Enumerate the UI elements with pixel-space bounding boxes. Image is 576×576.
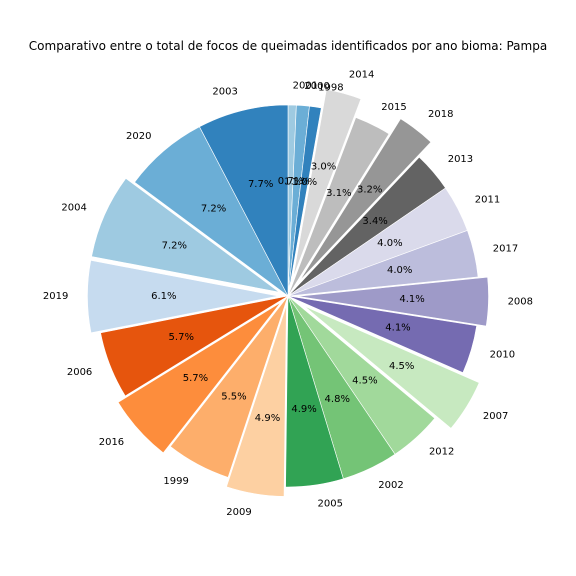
category-label-2019: 2019 — [43, 291, 68, 302]
category-label-2007: 2007 — [483, 411, 508, 422]
category-label-2016: 2016 — [99, 437, 124, 448]
percent-label-2008: 4.1% — [399, 294, 424, 305]
category-label-2012: 2012 — [429, 446, 454, 457]
percent-label-2002: 4.8% — [325, 394, 350, 405]
category-label-2002: 2002 — [378, 480, 403, 491]
percent-label-2018: 3.2% — [357, 185, 382, 196]
category-label-2017: 2017 — [493, 244, 518, 255]
percent-label-2016: 5.7% — [183, 373, 208, 384]
percent-label-2017: 4.0% — [387, 265, 412, 276]
category-label-2014: 2014 — [349, 70, 374, 81]
percent-label-2019: 6.1% — [151, 291, 176, 302]
category-label-1999: 1999 — [163, 476, 188, 487]
category-label-2010: 2010 — [490, 350, 515, 361]
percent-label-2006: 5.7% — [169, 332, 194, 343]
percent-label-2014: 3.0% — [311, 162, 336, 173]
category-label-2003: 2003 — [212, 86, 237, 97]
category-label-2013: 2013 — [448, 154, 473, 165]
percent-label-2011: 4.0% — [377, 238, 402, 249]
percent-label-2020: 7.2% — [201, 203, 226, 214]
percent-label-2013: 3.4% — [362, 216, 387, 227]
category-label-1998: 1998 — [318, 83, 343, 94]
percent-label-2007: 4.5% — [389, 361, 414, 372]
category-label-2005: 2005 — [317, 499, 342, 510]
category-label-2004: 2004 — [61, 202, 86, 213]
category-label-2008: 2008 — [508, 297, 533, 308]
percent-label-2009: 4.9% — [255, 413, 280, 424]
percent-label-2003: 7.7% — [248, 179, 273, 190]
percent-label-2012: 4.5% — [352, 375, 377, 386]
pie-slices — [87, 90, 488, 497]
category-label-2015: 2015 — [381, 102, 406, 113]
category-label-2009: 2009 — [226, 507, 251, 518]
percent-label-1999: 5.5% — [221, 392, 246, 403]
category-label-2018: 2018 — [428, 109, 453, 120]
chart-title: Comparativo entre o total de focos de qu… — [29, 39, 547, 53]
percent-label-2010: 4.1% — [385, 323, 410, 334]
percent-label-2005: 4.9% — [291, 404, 316, 415]
percent-label-1998: 1.0% — [292, 177, 317, 188]
percent-label-2015: 3.1% — [326, 188, 351, 199]
category-label-2006: 2006 — [67, 367, 92, 378]
percent-label-2004: 7.2% — [162, 241, 187, 252]
category-label-2011: 2011 — [475, 194, 500, 205]
category-label-2020: 2020 — [126, 131, 151, 142]
